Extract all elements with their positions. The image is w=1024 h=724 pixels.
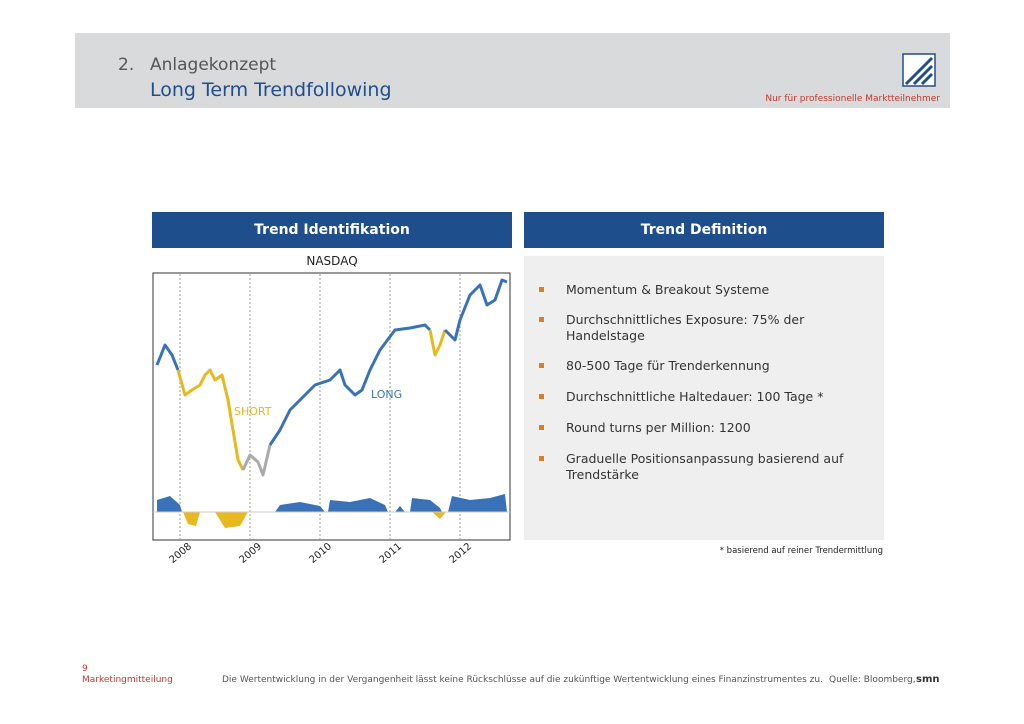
source: Quelle: Bloomberg, [829, 675, 916, 685]
bullet-text: 80-500 Tage für Trenderkennung [566, 358, 770, 373]
definition-box [524, 256, 884, 540]
header-band [75, 33, 950, 108]
panel-title: Trend Identifikation [152, 212, 512, 248]
subtitle: Long Term Trendfollowing [150, 79, 392, 101]
audience-note: Nur für professionelle Marktteilnehmer [765, 94, 940, 104]
bullet-text: Graduelle Positionsanpassung basierend a… [566, 451, 844, 482]
section-title: Anlagekonzept [150, 55, 277, 75]
bullet-text: Durchschnittliche Haltedauer: 100 Tage * [566, 389, 824, 404]
logo [902, 53, 936, 87]
bullet-marker [539, 394, 544, 399]
panel-title: Trend Definition [524, 212, 884, 248]
footer-label: Marketingmitteilung [82, 675, 173, 685]
bullet-marker [539, 287, 544, 292]
nasdaq-chart [152, 272, 511, 541]
long-label: LONG [371, 388, 403, 401]
footnote: * basierend auf reiner Trendermittlung [719, 546, 883, 556]
disclaimer: Die Wertentwicklung in der Vergangenheit… [222, 675, 823, 685]
section-number: 2. [118, 55, 135, 75]
bullet-text: Durchschnittliches Exposure: 75% der Han… [566, 312, 805, 343]
chart-title: NASDAQ [306, 254, 358, 268]
bullet-marker [539, 425, 544, 430]
brand: smn [916, 674, 940, 685]
bullet-marker [539, 317, 544, 322]
bullet-text: Round turns per Million: 1200 [566, 420, 751, 435]
bullet-marker [539, 363, 544, 368]
short-label: SHORT [234, 405, 272, 418]
bullet-text: Momentum & Breakout Systeme [566, 282, 770, 297]
page-number: 9 [82, 664, 88, 674]
bullet-marker [539, 456, 544, 461]
